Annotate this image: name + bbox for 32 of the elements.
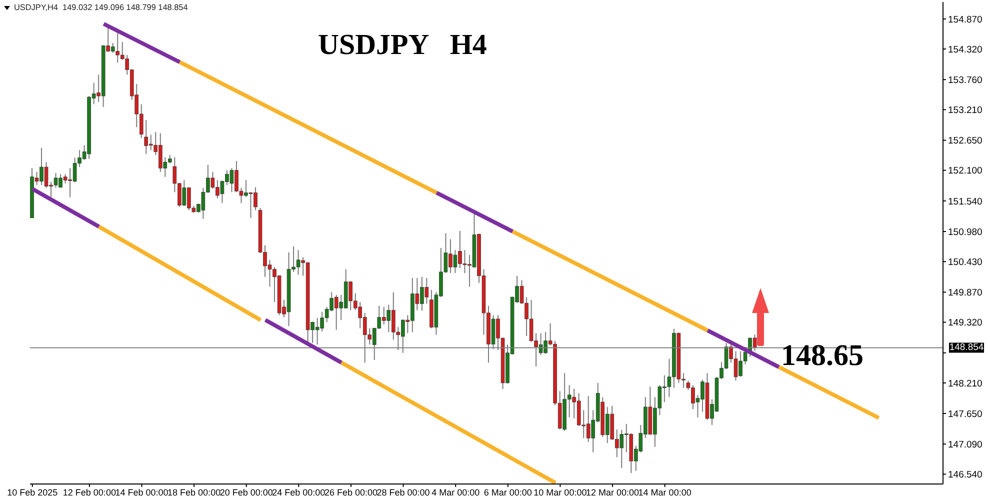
x-tick-label: 14 Feb 00:00 <box>115 487 168 498</box>
x-tick-label: 18 Feb 00:00 <box>168 487 221 498</box>
y-tick-label: 148.210 <box>948 378 982 390</box>
x-tick-label: 10 Feb 2025 <box>7 487 58 498</box>
y-tick-label: 147.650 <box>948 408 982 420</box>
x-tick-label: 20 Feb 00:00 <box>220 487 273 498</box>
y-tick-label: 154.870 <box>948 14 982 26</box>
ref-line-label: 148.854 <box>949 342 984 354</box>
y-tick-label: 153.760 <box>948 74 982 86</box>
x-tick-label: 4 Mar 00:00 <box>432 487 480 498</box>
y-tick-label: 149.870 <box>948 288 982 299</box>
annotation: USDJPY,H4 149.032 149.096 148.799 148.854 <box>14 3 188 13</box>
x-tick-label: 12 Mar 00:00 <box>586 487 640 498</box>
y-tick-label: 150.430 <box>948 256 982 268</box>
y-tick-label: 152.650 <box>948 136 982 147</box>
x-tick-label: 14 Mar 00:00 <box>638 487 692 498</box>
y-tick-label: 152.100 <box>948 166 982 177</box>
y-tick-label: 153.210 <box>948 105 982 116</box>
y-tick-label: 151.540 <box>948 196 982 208</box>
y-tick-label: 150.980 <box>948 226 982 238</box>
y-tick-label: 154.320 <box>948 44 982 56</box>
y-tick-label: 149.320 <box>948 318 982 329</box>
x-tick-label: 26 Feb 00:00 <box>324 487 378 498</box>
annotation: 148.65 <box>781 339 864 372</box>
x-tick-label: 28 Feb 00:00 <box>376 487 430 498</box>
y-tick-label: 147.090 <box>948 439 982 450</box>
x-tick-label: 10 Mar 00:00 <box>534 487 587 498</box>
x-tick-label: 6 Mar 00:00 <box>484 487 532 498</box>
y-tick-label: 146.540 <box>948 470 982 481</box>
x-tick-label: 24 Feb 00:00 <box>272 487 326 498</box>
text: USDJPY H4 <box>318 29 487 61</box>
x-tick-label: 12 Feb 00:00 <box>62 487 116 498</box>
